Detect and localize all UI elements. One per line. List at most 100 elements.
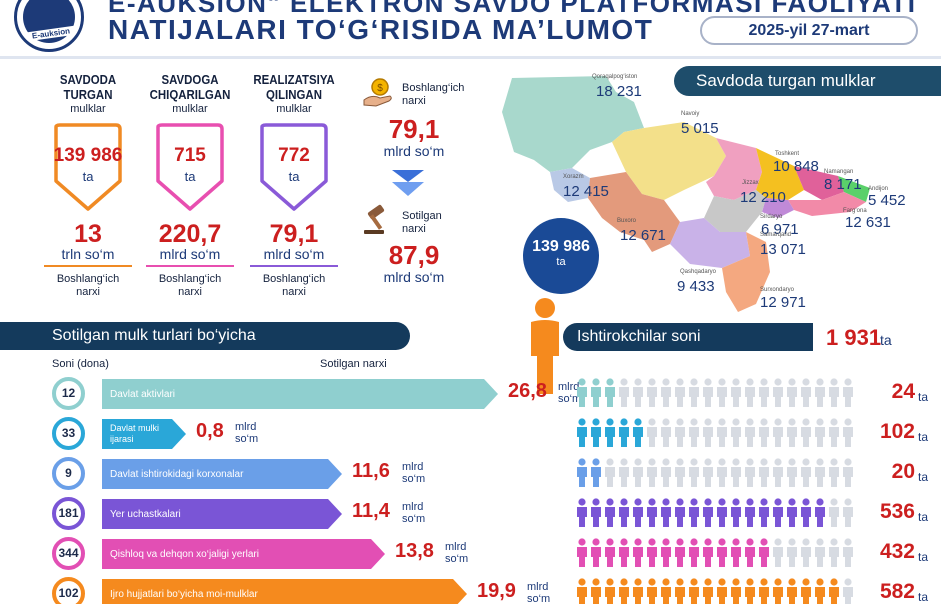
person-figure (801, 498, 811, 527)
map-region-name: Samarqand (760, 232, 792, 238)
person-figure (591, 378, 601, 407)
map-region-value: 10 848 (773, 158, 819, 175)
person-figure (605, 378, 615, 407)
start-price-value: 79,1 (388, 114, 440, 144)
person-figure (689, 538, 699, 567)
property-count: 344 (52, 537, 85, 570)
person-figure (703, 538, 713, 567)
person-figure (745, 498, 755, 527)
person-figure (661, 418, 671, 447)
person-figure (815, 458, 825, 487)
map-region-name: Buxoro (617, 218, 637, 224)
stat-count-unit: ta (288, 169, 300, 184)
person-figure (731, 538, 741, 567)
stat-count: 139 986 (53, 145, 123, 166)
person-figure (717, 498, 727, 527)
participants-count: 24 (891, 380, 915, 403)
property-type-row: 181 Yer uchastkalari 11,4 mlrd so‘m (52, 496, 552, 532)
participants-row (577, 498, 867, 528)
property-unit: mlrd so‘m (445, 541, 469, 565)
uzbekistan-map (502, 76, 870, 312)
map-region-value: 12 971 (760, 294, 806, 311)
stat-column: SAVDOGA CHIQARILGAN mulklar 715 ta 220,7 … (130, 72, 250, 299)
map-region-name: Surxondaryo (760, 287, 795, 293)
participants-row (577, 378, 867, 408)
types-section-title: Sotilgan mulk turlari bo‘yicha (0, 322, 410, 350)
person-figure (787, 458, 797, 487)
down-arrow-icon (392, 170, 424, 196)
map-region-name: Xorazm (563, 174, 584, 180)
person-figure (703, 378, 713, 407)
person-figure (759, 458, 769, 487)
participants-count-unit: ta (918, 430, 929, 444)
price-column-label: Sotilgan narxi (320, 358, 387, 370)
person-figure (745, 378, 755, 407)
property-label: Davlat ishtirokidagi korxonalar (110, 468, 244, 480)
person-figure (633, 378, 643, 407)
person-figure (801, 378, 811, 407)
property-count: 9 (52, 457, 85, 490)
property-count: 181 (52, 497, 85, 530)
person-figure (759, 378, 769, 407)
property-type-row: 12 Davlat aktivlari 26,8 mlrd so‘m (52, 376, 581, 412)
person-figure (731, 458, 741, 487)
person-figure (829, 418, 839, 447)
person-figure (843, 378, 853, 407)
person-figure (717, 418, 727, 447)
stat-count-unit: ta (184, 169, 196, 184)
stat-price: 79,1 (269, 220, 319, 248)
person-figure (773, 378, 783, 407)
sold-price-label: Sotilgan narxi (402, 210, 442, 235)
participants-count: 582 (879, 580, 915, 603)
person-figure (619, 418, 629, 447)
person-figure (577, 458, 587, 487)
stat-divider (44, 265, 132, 267)
person-figure (619, 578, 629, 604)
person-figure (577, 418, 587, 447)
person-figure (577, 578, 587, 604)
sold-price-unit: mlrd so‘m (383, 269, 445, 285)
person-figure (843, 458, 853, 487)
property-bar (102, 579, 467, 604)
stat-divider (250, 265, 338, 267)
page-title-top: E-AUKSION" ELEKTRON SAVDO PLATFORMASI FA… (108, 0, 917, 18)
person-figure (633, 458, 643, 487)
person-figure (605, 578, 615, 604)
person-figure (843, 498, 853, 527)
person-figure (731, 498, 741, 527)
person-figure (675, 538, 685, 567)
stat-shield: 772 ta (256, 123, 332, 213)
start-price-unit: mlrd so‘m (383, 143, 445, 159)
person-figure (759, 578, 769, 604)
person-figure (703, 578, 713, 604)
person-figure (759, 498, 769, 527)
stat-footnote: Boshlang‘ich narxi (158, 273, 222, 298)
header-divider (0, 56, 941, 59)
person-figure (759, 538, 769, 567)
person-figure (703, 418, 713, 447)
person-figure (689, 418, 699, 447)
person-figure (787, 578, 797, 604)
property-label-wrap: Davlat aktivlari (102, 379, 484, 409)
person-figure (619, 378, 629, 407)
person-figure (773, 418, 783, 447)
stat-footnote: Boshlang‘ich narxi (262, 273, 326, 298)
person-figure (605, 418, 615, 447)
person-figure (675, 418, 685, 447)
property-unit: mlrd so‘m (558, 381, 582, 405)
count-column-label: Soni (dona) (52, 358, 109, 370)
property-value: 13,8 (395, 540, 434, 562)
map-region-value: 12 210 (740, 189, 786, 206)
stat-price-unit: mlrd so‘m (263, 246, 325, 262)
stat-shield: 139 986 ta (50, 123, 126, 213)
person-figure (619, 538, 629, 567)
person-figure (703, 498, 713, 527)
property-bar (102, 499, 342, 529)
person-figure (717, 578, 727, 604)
participants-row (577, 458, 867, 488)
property-label-wrap: Ijro hujjatlari bo‘yicha moi-mulklar (102, 579, 453, 604)
map-section-title: Savdoda turgan mulklar (674, 66, 941, 96)
person-figure (619, 498, 629, 527)
total-properties-value: 139 986 (532, 238, 590, 255)
person-figure (591, 498, 601, 527)
